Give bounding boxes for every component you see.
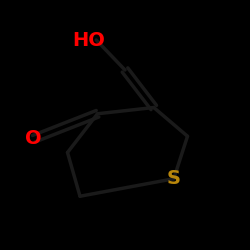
Text: S: S bbox=[167, 169, 181, 188]
Text: O: O bbox=[26, 129, 42, 148]
Text: HO: HO bbox=[72, 30, 105, 50]
